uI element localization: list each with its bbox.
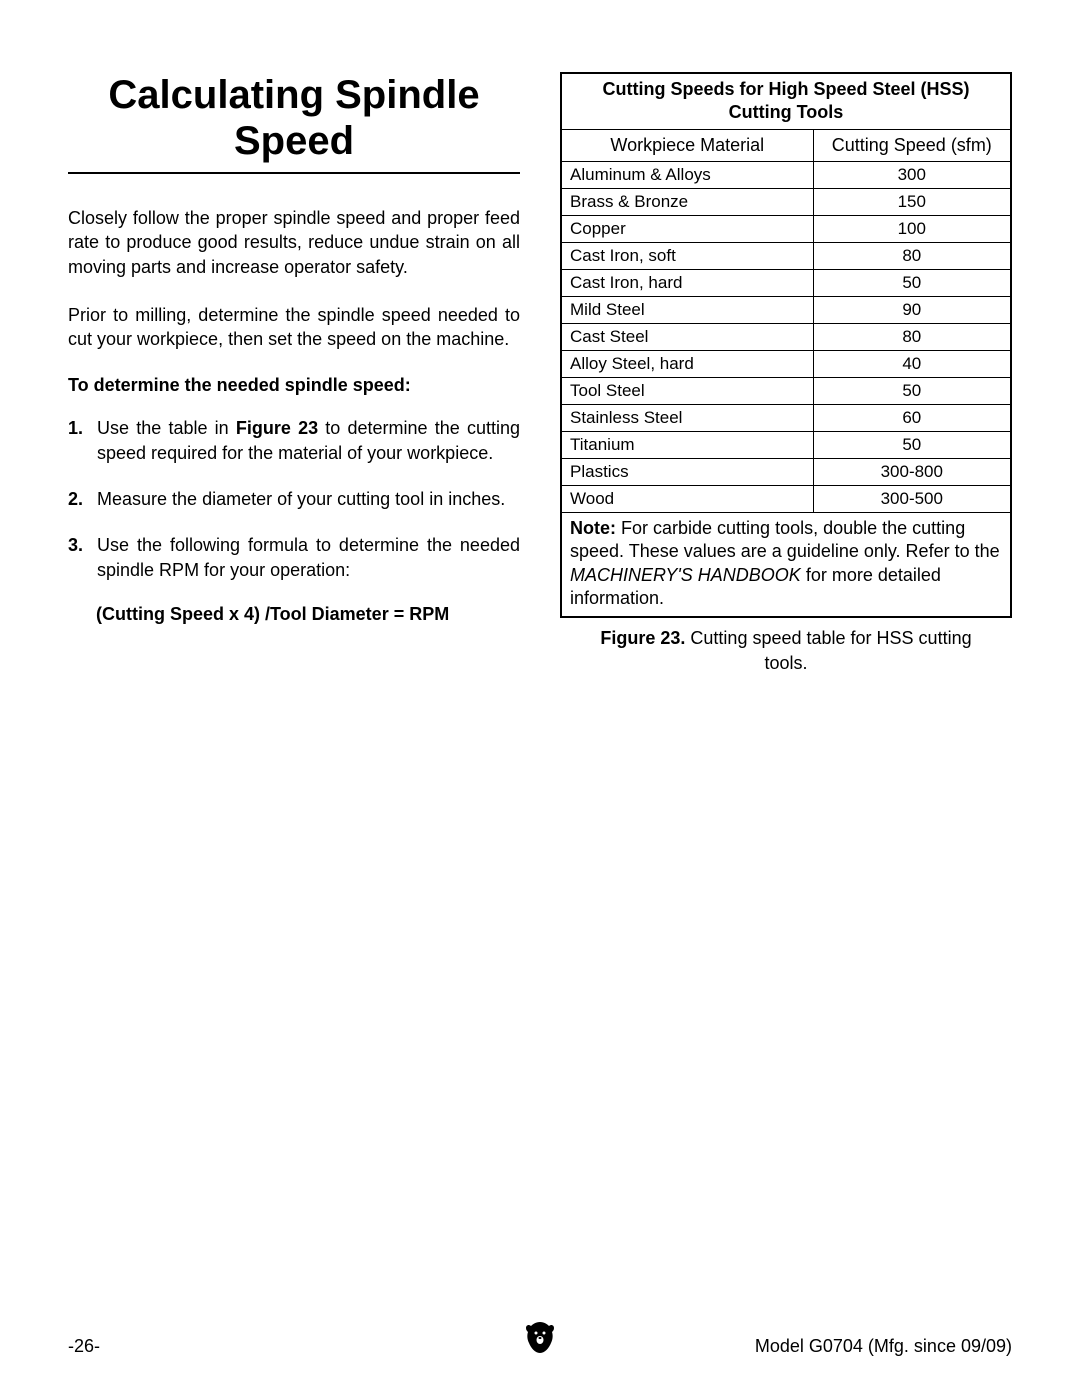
list-text: Measure the diameter of your cutting too… bbox=[97, 487, 520, 511]
heading-rule bbox=[68, 172, 520, 174]
cell-material: Alloy Steel, hard bbox=[562, 351, 814, 377]
table-row: Cast Iron, hard50 bbox=[562, 269, 1010, 296]
cell-speed: 80 bbox=[814, 243, 1010, 269]
list-number: 3. bbox=[68, 533, 83, 582]
cell-speed: 300-500 bbox=[814, 486, 1010, 512]
page-content: Calculating Spindle Speed Closely follow… bbox=[0, 0, 1080, 715]
list-item: 3. Use the following formula to determin… bbox=[68, 533, 520, 582]
cell-material: Cast Steel bbox=[562, 324, 814, 350]
cell-speed: 60 bbox=[814, 405, 1010, 431]
cell-material: Titanium bbox=[562, 432, 814, 458]
cell-material: Cast Iron, hard bbox=[562, 270, 814, 296]
cell-material: Copper bbox=[562, 216, 814, 242]
table-row: Wood300-500 bbox=[562, 485, 1010, 512]
table-row: Titanium50 bbox=[562, 431, 1010, 458]
table-row: Plastics300-800 bbox=[562, 458, 1010, 485]
cell-speed: 80 bbox=[814, 324, 1010, 350]
cell-speed: 100 bbox=[814, 216, 1010, 242]
table-row: Mild Steel90 bbox=[562, 296, 1010, 323]
list-item: 1. Use the table in Figure 23 to determi… bbox=[68, 416, 520, 465]
cell-material: Cast Iron, soft bbox=[562, 243, 814, 269]
page-footer: -26- Model G0704 (Mfg. since 09/09) bbox=[68, 1336, 1012, 1357]
page-heading: Calculating Spindle Speed bbox=[68, 72, 520, 164]
col-header-speed: Cutting Speed (sfm) bbox=[814, 130, 1010, 161]
cell-material: Tool Steel bbox=[562, 378, 814, 404]
cell-speed: 300-800 bbox=[814, 459, 1010, 485]
cell-material: Aluminum & Alloys bbox=[562, 162, 814, 188]
table-row: Cast Iron, soft80 bbox=[562, 242, 1010, 269]
cell-material: Plastics bbox=[562, 459, 814, 485]
cell-speed: 90 bbox=[814, 297, 1010, 323]
formula: (Cutting Speed x 4) /Tool Diameter = RPM bbox=[96, 604, 520, 625]
cell-speed: 50 bbox=[814, 432, 1010, 458]
table-row: Tool Steel50 bbox=[562, 377, 1010, 404]
cell-speed: 300 bbox=[814, 162, 1010, 188]
model-info: Model G0704 (Mfg. since 09/09) bbox=[755, 1336, 1012, 1357]
table-row: Cast Steel80 bbox=[562, 323, 1010, 350]
right-column: Cutting Speeds for High Speed Steel (HSS… bbox=[560, 72, 1012, 675]
table-row: Aluminum & Alloys300 bbox=[562, 161, 1010, 188]
intro-paragraph-1: Closely follow the proper spindle speed … bbox=[68, 206, 520, 279]
page-number: -26- bbox=[68, 1336, 100, 1357]
steps-list: 1. Use the table in Figure 23 to determi… bbox=[68, 416, 520, 581]
cell-material: Wood bbox=[562, 486, 814, 512]
table-row: Brass & Bronze150 bbox=[562, 188, 1010, 215]
left-column: Calculating Spindle Speed Closely follow… bbox=[68, 72, 520, 675]
list-number: 1. bbox=[68, 416, 83, 465]
col-header-material: Workpiece Material bbox=[562, 130, 814, 161]
sub-heading: To determine the needed spindle speed: bbox=[68, 375, 520, 396]
cell-material: Brass & Bronze bbox=[562, 189, 814, 215]
list-item: 2. Measure the diameter of your cutting … bbox=[68, 487, 520, 511]
cell-speed: 50 bbox=[814, 270, 1010, 296]
cell-material: Mild Steel bbox=[562, 297, 814, 323]
bear-logo-icon bbox=[523, 1318, 557, 1361]
cell-speed: 40 bbox=[814, 351, 1010, 377]
table-title: Cutting Speeds for High Speed Steel (HSS… bbox=[562, 74, 1010, 130]
table-row: Stainless Steel60 bbox=[562, 404, 1010, 431]
intro-paragraph-2: Prior to milling, determine the spindle … bbox=[68, 303, 520, 352]
list-text: Use the following formula to determine t… bbox=[97, 533, 520, 582]
table-note: Note: For carbide cutting tools, double … bbox=[562, 512, 1010, 617]
cell-speed: 150 bbox=[814, 189, 1010, 215]
table-body: Aluminum & Alloys300Brass & Bronze150Cop… bbox=[562, 161, 1010, 512]
table-column-headers: Workpiece Material Cutting Speed (sfm) bbox=[562, 130, 1010, 161]
cell-speed: 50 bbox=[814, 378, 1010, 404]
table-row: Alloy Steel, hard40 bbox=[562, 350, 1010, 377]
cutting-speed-table: Cutting Speeds for High Speed Steel (HSS… bbox=[560, 72, 1012, 618]
cell-material: Stainless Steel bbox=[562, 405, 814, 431]
figure-caption: Figure 23. Cutting speed table for HSS c… bbox=[560, 626, 1012, 675]
table-row: Copper100 bbox=[562, 215, 1010, 242]
list-number: 2. bbox=[68, 487, 83, 511]
list-text: Use the table in Figure 23 to determine … bbox=[97, 416, 520, 465]
